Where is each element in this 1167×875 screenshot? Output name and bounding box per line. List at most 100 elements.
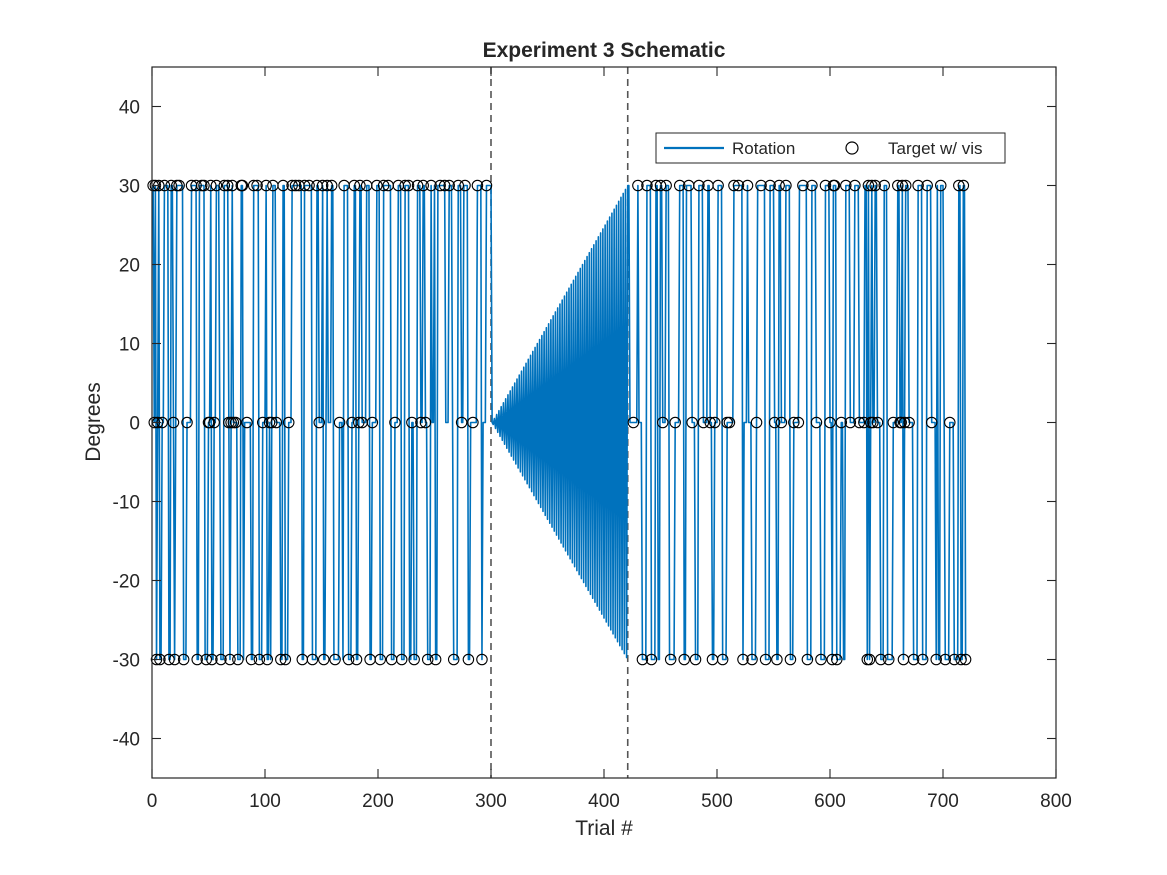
target-marker: [732, 179, 745, 192]
y-tick-label: -10: [113, 493, 140, 514]
target-markers: [147, 179, 972, 666]
legend-target-label: Target w/ vis: [888, 139, 982, 158]
target-marker: [771, 653, 783, 666]
target-marker: [678, 653, 690, 666]
target-marker: [389, 416, 401, 429]
y-axis-label: Degrees: [82, 382, 105, 461]
target-marker: [425, 179, 437, 192]
x-tick-label: 200: [362, 791, 394, 812]
target-marker: [953, 179, 965, 192]
target-marker: [210, 179, 223, 192]
x-tick-label: 400: [588, 791, 620, 812]
target-marker: [377, 179, 390, 192]
target-marker: [824, 416, 836, 429]
y-tick-label: 30: [119, 177, 140, 198]
target-marker: [826, 653, 839, 666]
target-marker: [275, 653, 287, 666]
target-marker: [784, 653, 797, 666]
target-marker: [939, 653, 952, 666]
target-marker: [205, 179, 217, 192]
target-marker: [282, 416, 295, 429]
target-marker: [229, 416, 242, 429]
target-marker: [899, 179, 912, 192]
target-marker: [411, 179, 424, 192]
y-tick-label: -30: [113, 651, 140, 672]
target-marker: [399, 179, 411, 192]
target-marker: [325, 179, 338, 192]
target-marker: [775, 416, 788, 429]
target-marker: [898, 416, 911, 429]
x-tick-label: 700: [927, 791, 959, 812]
target-marker: [755, 179, 767, 192]
target-marker: [716, 653, 729, 666]
target-marker: [236, 179, 249, 192]
target-marker: [849, 179, 861, 192]
target-marker: [215, 653, 227, 666]
target-marker: [221, 179, 234, 192]
target-marker: [797, 179, 809, 192]
target-marker: [417, 179, 429, 192]
target-marker: [256, 416, 269, 429]
target-marker: [835, 416, 848, 429]
target-marker: [353, 416, 365, 429]
target-marker: [930, 653, 942, 666]
x-tick-label: 500: [701, 791, 733, 812]
target-marker: [168, 653, 181, 666]
target-marker: [657, 416, 669, 429]
target-marker: [318, 653, 330, 666]
target-marker: [831, 653, 843, 666]
target-marker: [177, 653, 190, 666]
x-tick-label: 100: [249, 791, 281, 812]
target-marker: [895, 416, 907, 429]
x-tick-label: 800: [1040, 791, 1072, 812]
target-marker: [903, 416, 915, 429]
target-marker: [871, 416, 884, 429]
target-marker: [627, 416, 640, 429]
rotation-series: [152, 184, 967, 661]
target-marker: [815, 653, 827, 666]
x-tick-label: 600: [814, 791, 846, 812]
target-marker: [664, 653, 677, 666]
target-marker: [476, 653, 488, 666]
legend: Rotation Target w/ vis: [655, 132, 1006, 164]
target-marker: [261, 653, 274, 666]
y-tick-label: 20: [119, 256, 140, 277]
target-marker: [867, 416, 879, 429]
target-marker: [741, 179, 754, 192]
target-marker: [429, 653, 442, 666]
legend-target-marker: [845, 141, 859, 155]
target-marker: [925, 416, 938, 429]
target-marker: [190, 179, 202, 192]
target-marker: [471, 179, 484, 192]
target-marker: [869, 179, 881, 192]
target-marker: [750, 416, 763, 429]
target-marker: [689, 653, 702, 666]
target-marker: [944, 416, 956, 429]
target-marker: [260, 179, 272, 192]
target-marker: [218, 179, 231, 192]
target-marker: [232, 653, 244, 666]
target-marker: [298, 179, 311, 192]
target-marker: [303, 179, 315, 192]
target-marker: [286, 179, 298, 192]
target-marker: [697, 416, 710, 429]
target-marker: [828, 179, 841, 192]
target-marker: [443, 179, 455, 192]
target-marker: [866, 179, 878, 192]
target-marker: [270, 416, 283, 429]
target-marker: [415, 416, 427, 429]
target-marker: [150, 653, 163, 666]
target-marker: [853, 416, 866, 429]
target-marker: [408, 653, 420, 666]
target-marker: [759, 653, 772, 666]
target-marker: [641, 179, 653, 192]
target-marker: [462, 653, 475, 666]
target-marker: [912, 179, 924, 192]
target-marker: [354, 179, 366, 192]
target-marker: [167, 416, 180, 429]
target-marker: [921, 179, 933, 192]
target-marker: [844, 416, 857, 429]
target-marker: [708, 416, 721, 429]
target-marker: [266, 416, 278, 429]
target-marker: [654, 179, 667, 192]
